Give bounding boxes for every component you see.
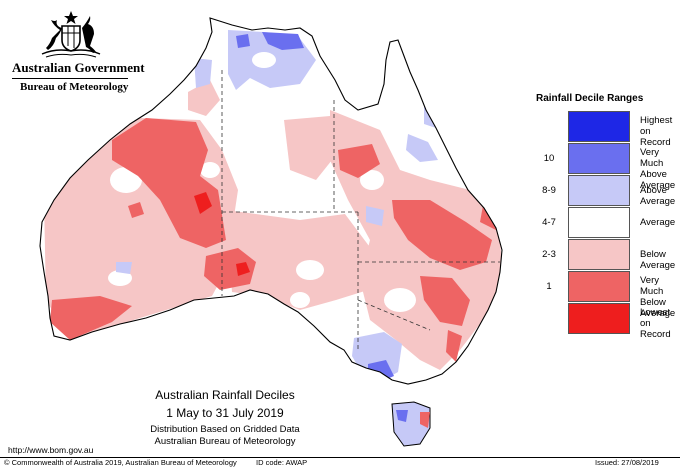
legend-title: Rainfall Decile Ranges: [536, 93, 644, 104]
decile-legend: Rainfall Decile Ranges Highest on Record…: [534, 93, 680, 340]
legend-item: 10 Very Much Above Average: [534, 143, 680, 191]
legend-label: Average: [640, 217, 676, 228]
copyright-text: © Commonwealth of Australia 2019, Austra…: [4, 458, 237, 467]
legend-item: 1 Very Much Below Average: [534, 271, 680, 319]
legend-swatch: [568, 303, 630, 334]
legend-item: 4-7 Average: [534, 207, 680, 239]
legend-label: Very Much Below Average: [640, 275, 676, 319]
legend-swatch: [568, 239, 630, 270]
map-period: 1 May to 31 July 2019: [166, 406, 284, 420]
agency-title: Bureau of Meteorology: [20, 81, 129, 93]
legend-item: Highest on Record: [534, 111, 680, 148]
australia-decile-map: [39, 17, 503, 447]
legend-item: 2-3 Below Average: [534, 239, 680, 271]
map-source: Australian Bureau of Meteorology: [154, 436, 296, 447]
legend-range: 4-7: [542, 217, 556, 228]
header-divider: [12, 78, 128, 79]
legend-range: 2-3: [542, 249, 556, 260]
legend-label: Highest on Record: [640, 115, 673, 148]
legend-label: Above Average: [640, 185, 676, 207]
map-title-block: Australian Rainfall Deciles 1 May to 31 …: [110, 388, 340, 447]
tasmania: [391, 401, 431, 447]
legend-range: 10: [543, 153, 555, 164]
legend-range: 1: [546, 281, 552, 292]
coat-of-arms-icon: [41, 11, 101, 58]
legend-swatch: [568, 207, 630, 238]
map-title: Australian Rainfall Deciles: [155, 388, 295, 402]
footer-divider: [0, 457, 680, 458]
legend-label: Below Average: [640, 249, 676, 271]
map-method: Distribution Based on Gridded Data: [150, 424, 300, 435]
legend-item: 8-9 Above Average: [534, 175, 680, 207]
legend-label: Very Much Above Average: [640, 147, 676, 191]
government-title: Australian Government: [12, 60, 145, 75]
bom-url: http://www.bom.gov.au: [8, 445, 94, 455]
issued-date: Issued: 27/08/2019: [595, 458, 659, 467]
legend-swatch: [568, 271, 630, 302]
legend-item: Lowest on Record: [534, 303, 680, 340]
legend-swatch: [568, 111, 630, 142]
legend-swatch: [568, 175, 630, 206]
legend-range: 8-9: [542, 185, 556, 196]
id-code: ID code: AWAP: [256, 458, 308, 467]
legend-label: Lowest on Record: [640, 307, 671, 340]
legend-swatch: [568, 143, 630, 174]
